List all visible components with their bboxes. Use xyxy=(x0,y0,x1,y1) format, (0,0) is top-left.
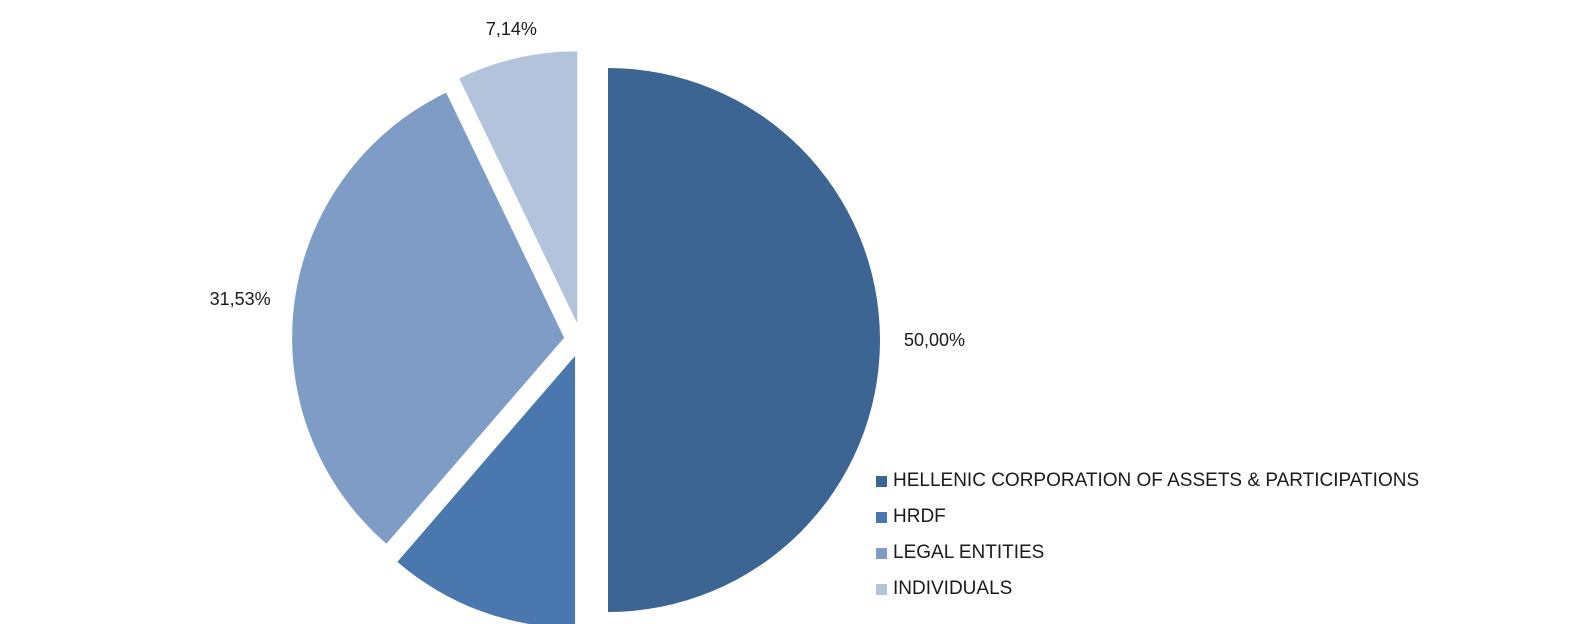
pie-data-labels: 50,00%11,33%31,53%7,14% xyxy=(210,19,965,350)
data-label: 7,14% xyxy=(486,19,537,39)
pie-slice-legal-entities xyxy=(292,92,565,544)
legend-item-legal-entities: LEGAL ENTITIES xyxy=(876,535,1419,571)
legend-item-individuals: INDIVIDUALS xyxy=(876,571,1419,607)
legend-item-hellenic-corporation: HELLENIC CORPORATION OF ASSETS & PARTICI… xyxy=(876,463,1419,499)
legend-swatch xyxy=(876,475,887,487)
data-label: 31,53% xyxy=(210,289,271,309)
legend-label: LEGAL ENTITIES xyxy=(893,542,1045,563)
legend-label: HELLENIC CORPORATION OF ASSETS & PARTICI… xyxy=(893,470,1420,491)
legend-swatch xyxy=(876,511,887,523)
chart-legend: HELLENIC CORPORATION OF ASSETS & PARTICI… xyxy=(876,463,1419,607)
legend-swatch xyxy=(876,547,887,559)
pie-slices xyxy=(292,51,880,624)
pie-slice-hrdf xyxy=(397,355,576,624)
legend-item-hrdf: HRDF xyxy=(876,499,1419,535)
legend-swatch xyxy=(876,583,887,595)
pie-slice-hellenic-corporation-of-assets-participations xyxy=(608,68,880,612)
legend-label: INDIVIDUALS xyxy=(893,578,1013,599)
legend-label: HRDF xyxy=(893,506,946,527)
pie-slice-individuals xyxy=(459,51,578,324)
data-label: 50,00% xyxy=(904,330,965,350)
